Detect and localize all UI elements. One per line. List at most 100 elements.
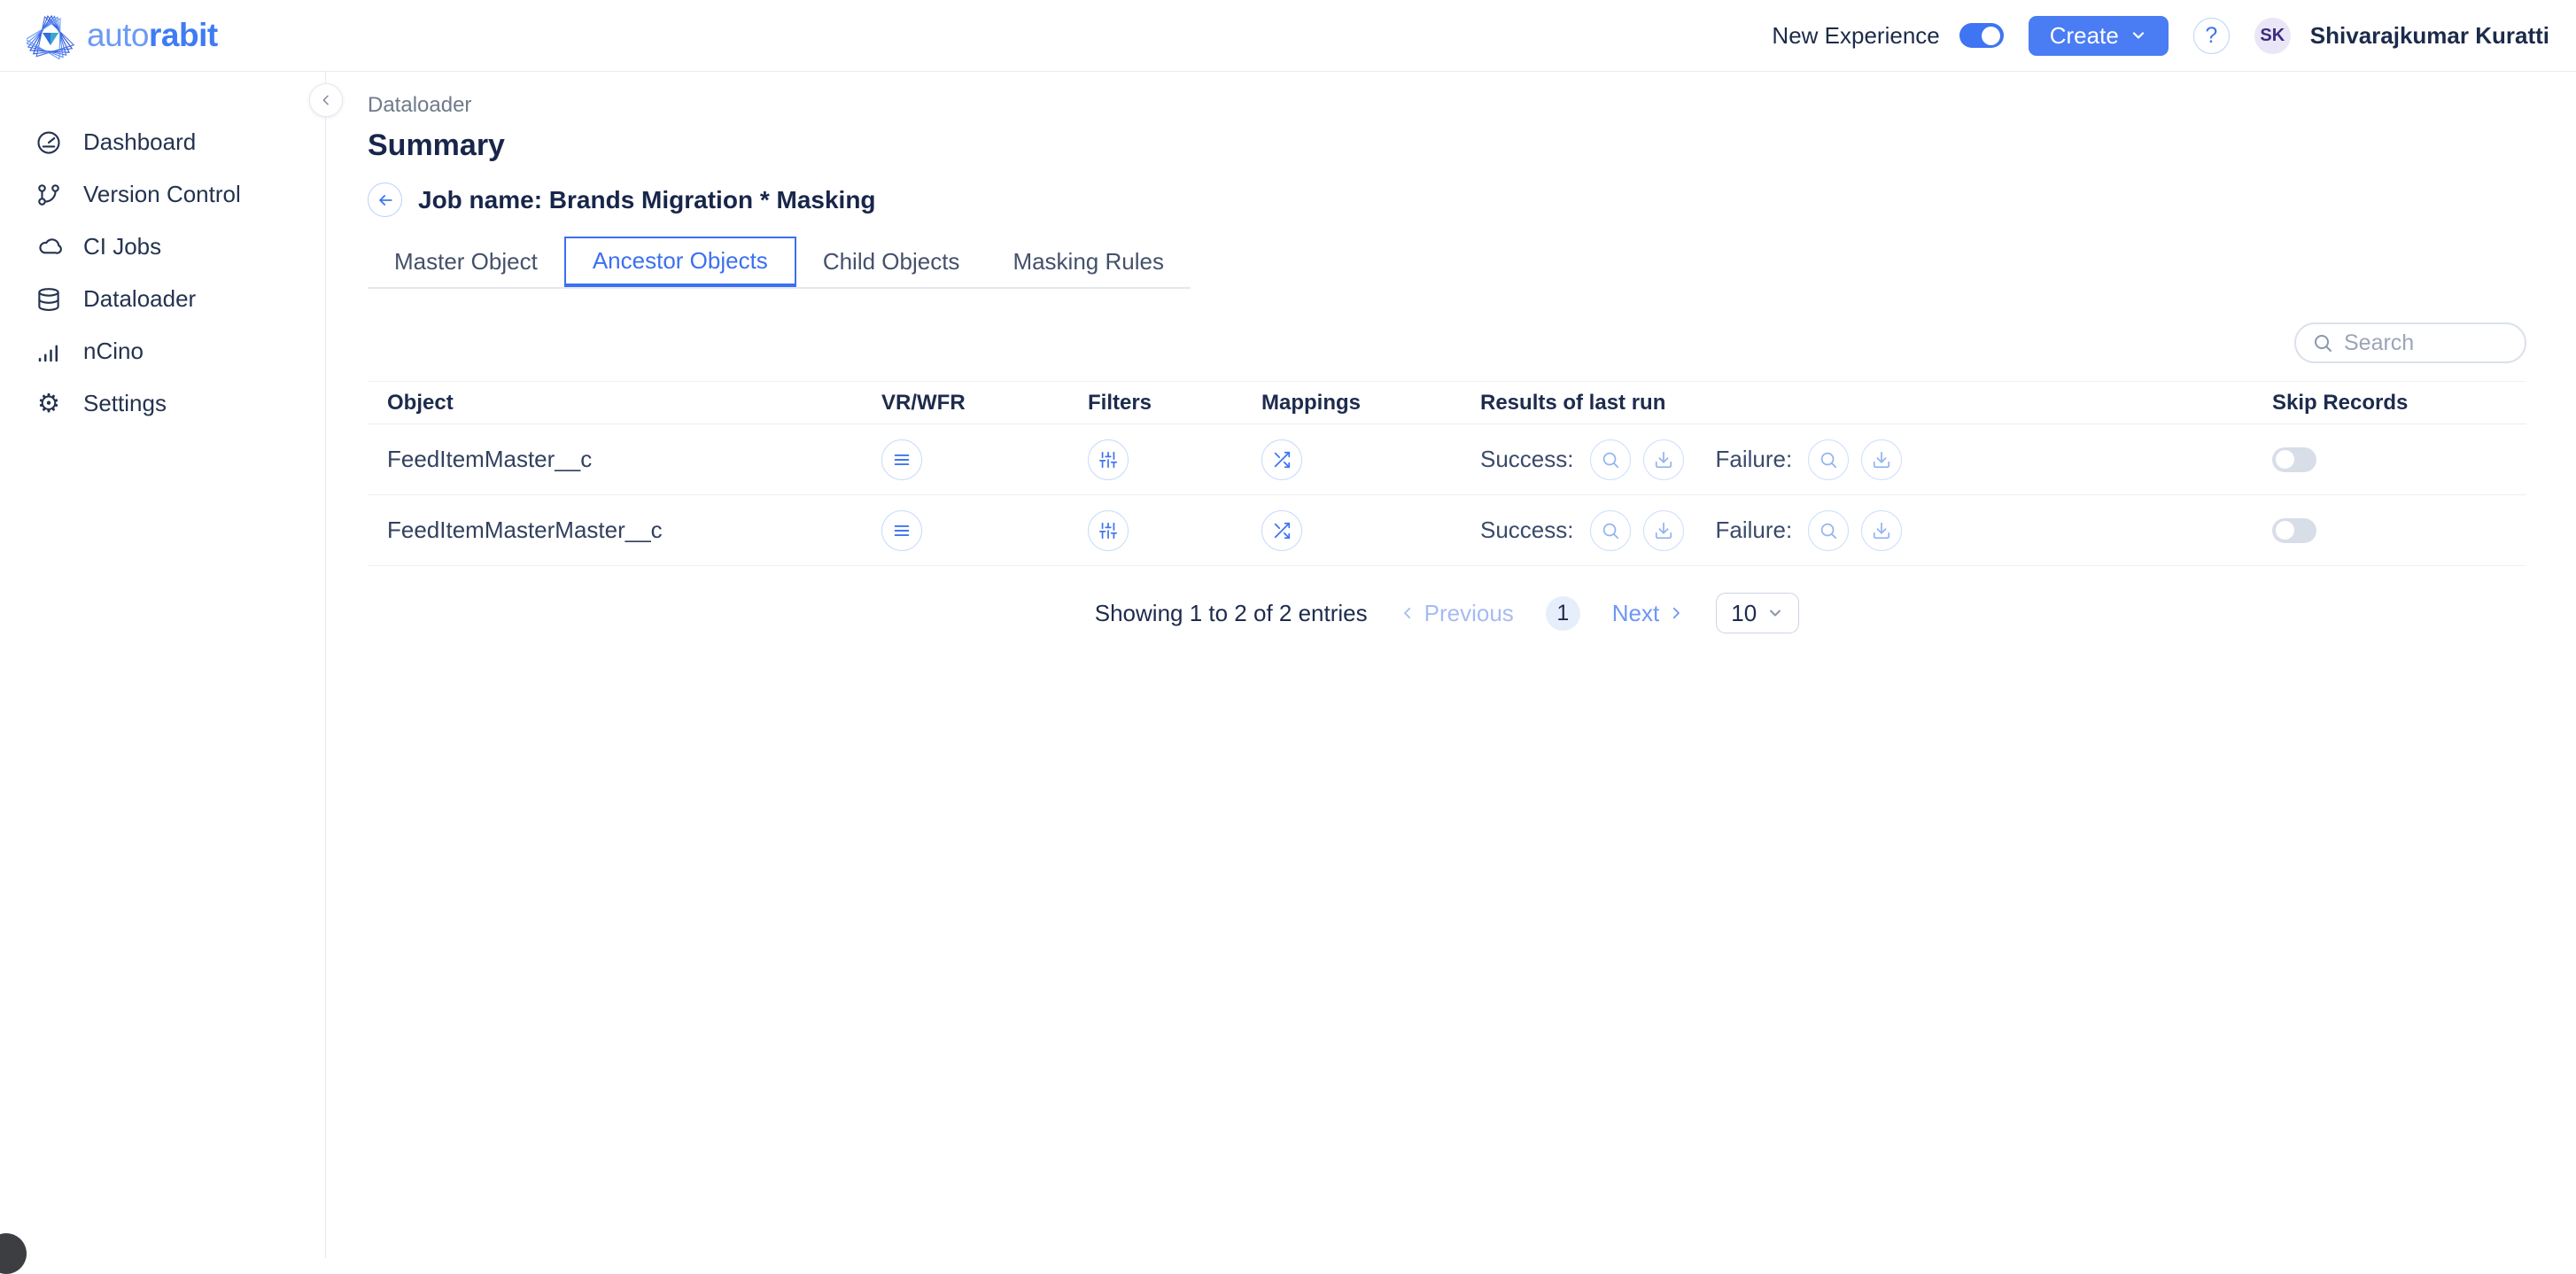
tab-bar: Master Object Ancestor Objects Child Obj… <box>368 237 1191 289</box>
filters-button[interactable] <box>1088 439 1129 480</box>
settings-gear-icon: ⚙ <box>35 391 62 417</box>
download-icon <box>1654 450 1673 470</box>
sidebar-item-version-control[interactable]: Version Control <box>0 168 325 221</box>
previous-page-button[interactable]: Previous <box>1400 600 1514 627</box>
toggle-knob <box>2276 521 2294 540</box>
next-page-button[interactable]: Next <box>1612 600 1684 627</box>
sidebar-item-label: Dashboard <box>83 128 196 156</box>
mappings-button[interactable] <box>1261 439 1302 480</box>
menu-lines-icon <box>892 450 912 470</box>
sidebar-item-ci-jobs[interactable]: CI Jobs <box>0 221 325 273</box>
objects-table: Object VR/WFR Filters Mappings Results o… <box>368 381 2526 566</box>
failure-download-button[interactable] <box>1861 510 1902 551</box>
tab-masking-rules[interactable]: Masking Rules <box>986 237 1191 287</box>
table-row: FeedItemMaster__c Success: Failure: <box>368 424 2526 495</box>
search-icon <box>1819 521 1838 540</box>
help-button[interactable]: ? <box>2193 18 2230 54</box>
page-size-select[interactable]: 10 <box>1716 593 1799 633</box>
chevron-right-icon <box>1668 605 1684 621</box>
success-view-button[interactable] <box>1590 439 1631 480</box>
failure-view-button[interactable] <box>1808 439 1849 480</box>
search-box[interactable] <box>2294 322 2526 363</box>
vr-wfr-button[interactable] <box>881 510 922 551</box>
column-header-mappings: Mappings <box>1261 391 1480 416</box>
sidebar-item-label: nCino <box>83 338 144 365</box>
sidebar-item-ncino[interactable]: nCino <box>0 325 325 377</box>
question-mark-icon: ? <box>2205 23 2217 49</box>
main-content: Dataloader Summary Job name: Brands Migr… <box>327 72 2576 1258</box>
tab-master-object[interactable]: Master Object <box>368 237 564 287</box>
breadcrumb: Dataloader <box>368 93 2526 118</box>
sidebar-collapse-button[interactable] <box>309 83 343 117</box>
tab-child-objects[interactable]: Child Objects <box>796 237 987 287</box>
failure-label: Failure: <box>1716 517 1793 544</box>
toggle-knob <box>2276 450 2294 469</box>
sidebar-item-settings[interactable]: ⚙ Settings <box>0 377 325 430</box>
page-number-button[interactable]: 1 <box>1546 596 1580 631</box>
sidebar: Dashboard Version Control CI Jobs Datalo… <box>0 72 326 1258</box>
object-name: FeedItemMaster__c <box>387 446 881 473</box>
autorabit-logo-icon <box>27 12 74 59</box>
sidebar-item-label: Settings <box>83 390 167 417</box>
user-name: Shivarajkumar Kuratti <box>2310 22 2549 50</box>
chevron-down-icon <box>2130 27 2147 44</box>
download-icon <box>1654 521 1673 540</box>
failure-download-button[interactable] <box>1861 439 1902 480</box>
skip-records-toggle[interactable] <box>2272 447 2316 472</box>
success-label: Success: <box>1480 517 1574 544</box>
column-header-results: Results of last run <box>1480 391 2272 416</box>
column-header-vr-wfr: VR/WFR <box>881 391 1088 416</box>
new-experience-label: New Experience <box>1772 22 1939 50</box>
success-download-button[interactable] <box>1643 439 1684 480</box>
search-icon <box>2312 332 2333 353</box>
vr-wfr-button[interactable] <box>881 439 922 480</box>
shuffle-icon <box>1272 450 1292 470</box>
mappings-button[interactable] <box>1261 510 1302 551</box>
chevron-left-icon <box>319 93 333 107</box>
search-input[interactable] <box>2344 330 2495 356</box>
pagination: Showing 1 to 2 of 2 entries Previous 1 N… <box>368 593 2526 633</box>
new-experience-toggle[interactable] <box>1959 23 2004 48</box>
ncino-bars-icon <box>35 338 62 365</box>
job-name: Job name: Brands Migration * Masking <box>418 186 876 214</box>
success-view-button[interactable] <box>1590 510 1631 551</box>
sidebar-item-label: Dataloader <box>83 285 196 313</box>
brand-logo: autorabit <box>27 12 218 59</box>
sliders-icon <box>1098 450 1118 470</box>
results-of-last-run-cell: Success: Failure: <box>1480 439 2272 480</box>
download-icon <box>1872 450 1891 470</box>
tab-ancestor-objects[interactable]: Ancestor Objects <box>564 237 796 287</box>
sidebar-item-label: CI Jobs <box>83 233 161 260</box>
ci-jobs-cloud-icon <box>35 234 62 260</box>
top-bar: autorabit New Experience Create ? SK Shi… <box>0 0 2576 72</box>
sliders-icon <box>1098 521 1118 540</box>
sidebar-item-dashboard[interactable]: Dashboard <box>0 116 325 168</box>
avatar[interactable]: SK <box>2254 18 2291 54</box>
filters-button[interactable] <box>1088 510 1129 551</box>
success-download-button[interactable] <box>1643 510 1684 551</box>
menu-lines-icon <box>892 521 912 540</box>
create-button[interactable]: Create <box>2029 16 2169 56</box>
failure-view-button[interactable] <box>1808 510 1849 551</box>
pagination-summary: Showing 1 to 2 of 2 entries <box>1095 600 1368 627</box>
table-row: FeedItemMasterMaster__c Success: Failure… <box>368 495 2526 566</box>
chevron-left-icon <box>1400 605 1416 621</box>
brand-wordmark: autorabit <box>87 17 218 54</box>
skip-records-toggle[interactable] <box>2272 518 2316 543</box>
column-header-filters: Filters <box>1088 391 1261 416</box>
toggle-knob <box>1982 27 2000 45</box>
chevron-down-icon <box>1766 604 1784 622</box>
sidebar-item-label: Version Control <box>83 181 241 208</box>
search-icon <box>1601 521 1620 540</box>
object-name: FeedItemMasterMaster__c <box>387 517 881 544</box>
success-label: Success: <box>1480 446 1574 473</box>
sidebar-item-dataloader[interactable]: Dataloader <box>0 273 325 325</box>
table-header-row: Object VR/WFR Filters Mappings Results o… <box>368 381 2526 424</box>
search-icon <box>1819 450 1838 470</box>
page-title: Summary <box>368 128 2526 163</box>
results-of-last-run-cell: Success: Failure: <box>1480 510 2272 551</box>
column-header-object: Object <box>387 391 881 416</box>
failure-label: Failure: <box>1716 446 1793 473</box>
download-icon <box>1872 521 1891 540</box>
back-button[interactable] <box>368 183 402 217</box>
